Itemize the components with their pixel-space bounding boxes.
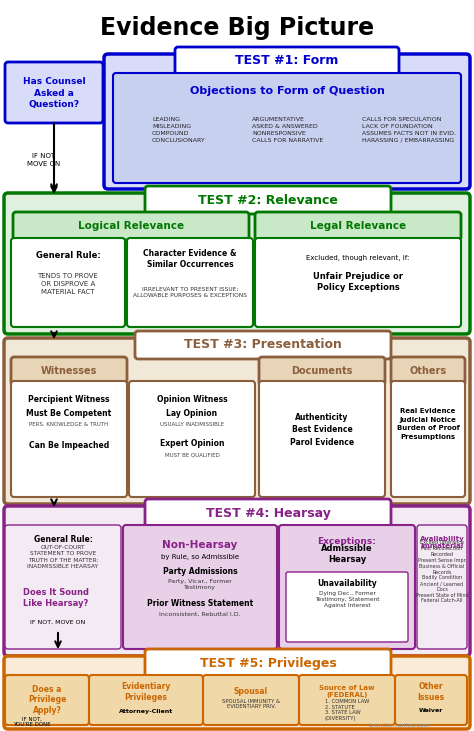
FancyBboxPatch shape [89, 675, 203, 725]
Text: TENDS TO PROVE
OR DISPROVE A
MATERIAL FACT: TENDS TO PROVE OR DISPROVE A MATERIAL FA… [37, 273, 99, 295]
Text: SPOUSAL IMMUNITY &
EVIDENTIARY PRIV.: SPOUSAL IMMUNITY & EVIDENTIARY PRIV. [222, 699, 280, 709]
Text: Can Be Impeached: Can Be Impeached [29, 442, 109, 450]
Text: Lay Opinion: Lay Opinion [166, 409, 218, 417]
FancyBboxPatch shape [11, 357, 127, 385]
Text: Prior Witness Statement: Prior Witness Statement [147, 599, 253, 607]
Text: IF NOT,
YOU'RE DONE: IF NOT, YOU'RE DONE [13, 716, 51, 727]
Text: Other
Issues: Other Issues [418, 682, 445, 702]
FancyBboxPatch shape [259, 357, 385, 385]
FancyBboxPatch shape [145, 649, 391, 677]
Text: TEST #1: Form: TEST #1: Form [235, 55, 339, 67]
FancyBboxPatch shape [4, 506, 470, 656]
FancyBboxPatch shape [286, 572, 408, 642]
Text: Spousal: Spousal [234, 687, 268, 697]
Text: Does a
Privilege
Apply?: Does a Privilege Apply? [28, 685, 66, 715]
FancyBboxPatch shape [5, 675, 89, 725]
Text: Authenticity
Best Evidence
Parol Evidence: Authenticity Best Evidence Parol Evidenc… [290, 413, 354, 447]
Text: USUALLY INADMISSIBLE: USUALLY INADMISSIBLE [160, 422, 224, 426]
FancyBboxPatch shape [129, 381, 255, 497]
Text: ARGUMENTATIVE
ASKED & ANSWERED
NONRESPONSIVE
CALLS FOR NARRATIVE: ARGUMENTATIVE ASKED & ANSWERED NONRESPON… [252, 117, 323, 143]
FancyBboxPatch shape [175, 47, 399, 75]
Text: by Rule, so Admissible: by Rule, so Admissible [161, 554, 239, 560]
Text: Availability
Immaterial: Availability Immaterial [419, 536, 465, 548]
Text: TEST #2: Relevance: TEST #2: Relevance [198, 194, 338, 206]
FancyBboxPatch shape [395, 675, 467, 725]
Text: IF NOT, MOVE ON: IF NOT, MOVE ON [30, 619, 86, 624]
Text: Opinion Witness: Opinion Witness [157, 395, 228, 404]
FancyBboxPatch shape [391, 357, 465, 385]
Text: Non-Hearsay: Non-Hearsay [162, 540, 237, 550]
Text: TEST #3: Presentation: TEST #3: Presentation [184, 338, 342, 352]
FancyBboxPatch shape [203, 675, 299, 725]
FancyBboxPatch shape [255, 238, 461, 327]
Text: PERS. KNOWLEDGE & TRUTH: PERS. KNOWLEDGE & TRUTH [29, 422, 109, 426]
FancyBboxPatch shape [145, 186, 391, 214]
FancyBboxPatch shape [145, 499, 391, 527]
Text: Excited Utterance
Past Recollection
Recorded
Present Sense Impr.
Business & Offi: Excited Utterance Past Recollection Reco… [416, 540, 468, 604]
Text: General Rule:: General Rule: [34, 534, 92, 544]
Text: General Rule:: General Rule: [36, 251, 100, 260]
FancyBboxPatch shape [104, 54, 470, 189]
FancyBboxPatch shape [11, 381, 127, 497]
Text: Has Counsel
Asked a
Question?: Has Counsel Asked a Question? [23, 77, 85, 109]
FancyBboxPatch shape [127, 238, 253, 327]
Text: OUT-OF-COURT
STATEMENT TO PROVE
TRUTH OF THE MATTER:
INADMISSIBLE HEARSAY: OUT-OF-COURT STATEMENT TO PROVE TRUTH OF… [27, 545, 99, 569]
FancyBboxPatch shape [417, 525, 467, 649]
Text: Source of Law
(FEDERAL): Source of Law (FEDERAL) [319, 686, 375, 699]
Text: Percipient Witness: Percipient Witness [28, 395, 110, 404]
Text: Documents: Documents [292, 366, 353, 376]
Text: Attorney-Client: Attorney-Client [119, 708, 173, 713]
Text: brendanconley.com: brendanconley.com [368, 724, 430, 729]
FancyBboxPatch shape [4, 656, 470, 729]
Text: Character Evidence &
Similar Occurrences: Character Evidence & Similar Occurrences [143, 249, 237, 269]
FancyBboxPatch shape [123, 525, 277, 649]
Text: TEST #4: Hearsay: TEST #4: Hearsay [206, 507, 330, 520]
Text: Evidence Big Picture: Evidence Big Picture [100, 16, 374, 40]
Text: Must Be Competent: Must Be Competent [27, 409, 111, 417]
Text: MUST BE QUALIFIED: MUST BE QUALIFIED [164, 452, 219, 458]
Text: Dying Dec., Former
Testimony, Statement
Against Interest: Dying Dec., Former Testimony, Statement … [315, 591, 379, 608]
Text: Real Evidence
Judicial Notice
Burden of Proof
Presumptions: Real Evidence Judicial Notice Burden of … [397, 408, 459, 440]
Text: Admissible
Hearsay: Admissible Hearsay [321, 545, 373, 564]
Text: Party Admissions: Party Admissions [163, 567, 237, 577]
Text: Unavailability: Unavailability [317, 580, 377, 588]
Text: IRRELEVANT TO PRESENT ISSUE;
ALLOWABLE PURPOSES & EXCEPTIONS: IRRELEVANT TO PRESENT ISSUE; ALLOWABLE P… [133, 287, 247, 298]
Text: CALLS FOR SPECULATION
LACK OF FOUNDATION
ASSUMES FACTS NOT IN EVID.
HARASSING / : CALLS FOR SPECULATION LACK OF FOUNDATION… [362, 117, 456, 143]
Text: 1. COMMON LAW
2. STATUTE
3. STATE LAW
(DIVERSITY): 1. COMMON LAW 2. STATUTE 3. STATE LAW (D… [325, 699, 369, 721]
Text: Expert Opinion: Expert Opinion [160, 439, 224, 449]
Text: Excluded, though relevant, if:: Excluded, though relevant, if: [306, 255, 410, 261]
Text: Evidentiary
Privileges: Evidentiary Privileges [121, 682, 171, 702]
Text: Inconsistent, Rebuttal I.D.: Inconsistent, Rebuttal I.D. [159, 612, 241, 616]
FancyBboxPatch shape [279, 525, 415, 649]
Text: Waiver: Waiver [419, 708, 443, 713]
Text: IF NOT
MOVE ON: IF NOT MOVE ON [27, 154, 61, 167]
FancyBboxPatch shape [4, 193, 470, 334]
FancyBboxPatch shape [135, 331, 391, 359]
FancyBboxPatch shape [13, 212, 249, 240]
Text: Does It Sound
Like Hearsay?: Does It Sound Like Hearsay? [23, 588, 89, 607]
Text: Others: Others [410, 366, 447, 376]
FancyBboxPatch shape [113, 73, 461, 183]
FancyBboxPatch shape [5, 62, 103, 123]
Text: Legal Relevance: Legal Relevance [310, 221, 406, 231]
Text: Objections to Form of Question: Objections to Form of Question [190, 86, 384, 96]
FancyBboxPatch shape [255, 212, 461, 240]
Text: Party, Vicar., Former
Testimony: Party, Vicar., Former Testimony [168, 578, 232, 589]
FancyBboxPatch shape [391, 381, 465, 497]
FancyBboxPatch shape [4, 338, 470, 504]
FancyBboxPatch shape [5, 525, 121, 649]
FancyBboxPatch shape [11, 238, 125, 327]
Text: Logical Relevance: Logical Relevance [78, 221, 184, 231]
Text: Exceptions:: Exceptions: [318, 537, 376, 547]
Text: Unfair Prejudice or
Policy Exceptions: Unfair Prejudice or Policy Exceptions [313, 272, 403, 292]
FancyBboxPatch shape [299, 675, 395, 725]
Text: LEADING
MISLEADING
COMPOUND
CONCLUSIONARY: LEADING MISLEADING COMPOUND CONCLUSIONAR… [152, 117, 206, 143]
Text: Witnesses: Witnesses [41, 366, 97, 376]
Text: TEST #5: Privileges: TEST #5: Privileges [200, 656, 337, 670]
FancyBboxPatch shape [259, 381, 385, 497]
